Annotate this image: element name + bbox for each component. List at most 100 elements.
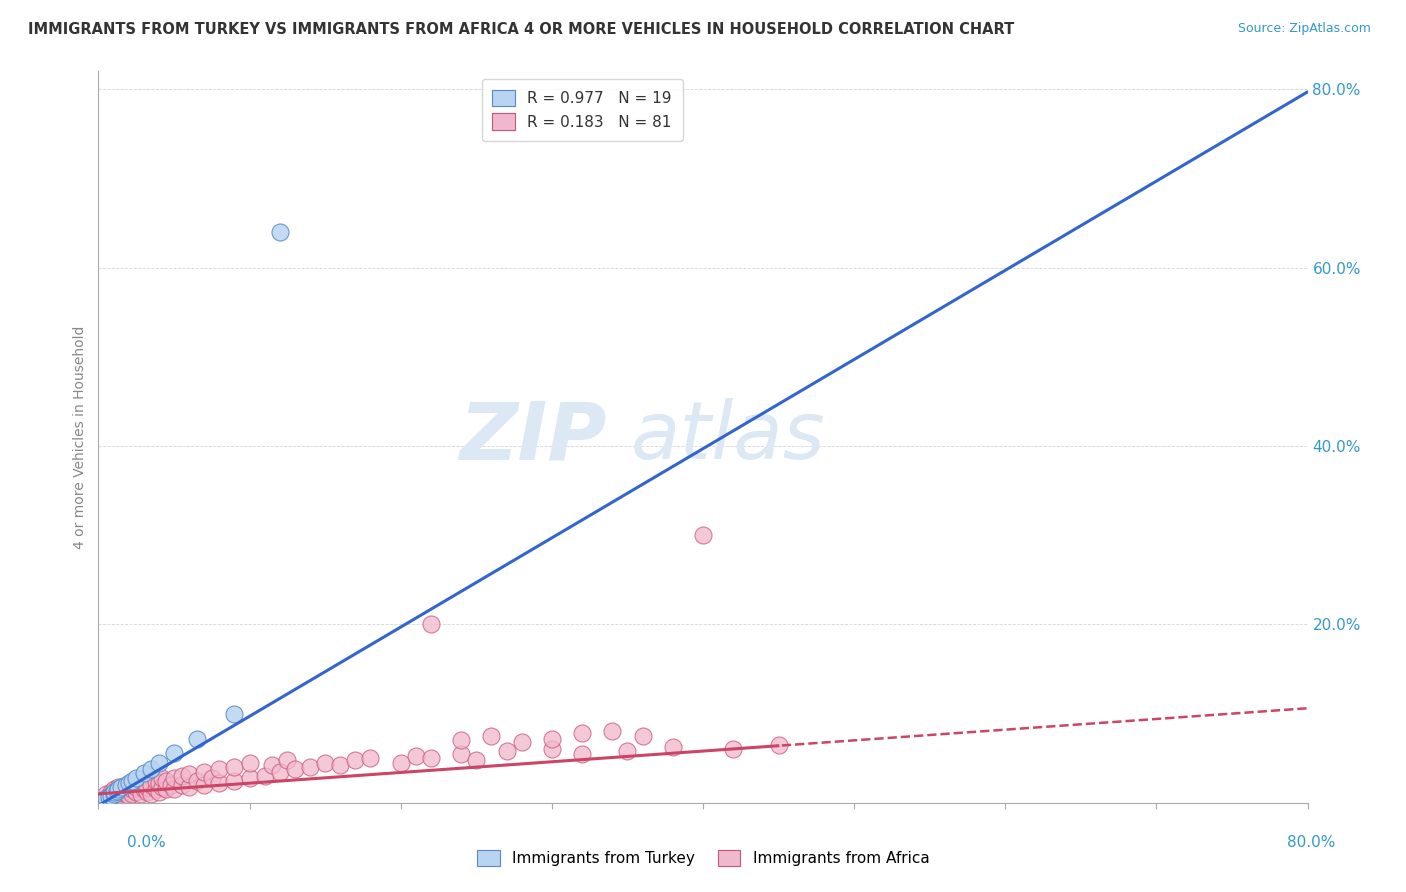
Point xyxy=(105,784,128,798)
Point xyxy=(224,760,246,774)
Point xyxy=(201,771,224,785)
Point xyxy=(103,782,125,797)
Point xyxy=(110,785,132,799)
Point xyxy=(150,780,173,794)
Point xyxy=(141,787,163,801)
Point xyxy=(208,776,231,790)
Point xyxy=(110,780,132,794)
Point xyxy=(389,756,412,770)
Point xyxy=(132,782,155,797)
Point xyxy=(114,787,136,801)
Point xyxy=(510,735,533,749)
Point xyxy=(145,782,167,797)
Point xyxy=(121,787,143,801)
Point xyxy=(314,756,336,770)
Point xyxy=(420,617,443,632)
Point xyxy=(105,787,128,801)
Point xyxy=(224,773,246,788)
Point xyxy=(150,771,173,785)
Point xyxy=(450,747,472,761)
Point xyxy=(170,769,193,783)
Point xyxy=(692,528,714,542)
Point xyxy=(495,744,517,758)
Point xyxy=(723,742,745,756)
Point xyxy=(284,762,307,776)
Point xyxy=(163,771,186,785)
Point xyxy=(148,785,170,799)
Point xyxy=(186,773,208,788)
Point xyxy=(193,764,215,779)
Point xyxy=(103,785,125,799)
Point xyxy=(661,740,683,755)
Point xyxy=(360,751,382,765)
Point xyxy=(100,789,122,803)
Point xyxy=(465,753,488,767)
Point xyxy=(141,778,163,792)
Point xyxy=(344,753,367,767)
Point xyxy=(155,782,177,797)
Point xyxy=(269,764,291,779)
Point xyxy=(540,742,562,756)
Point xyxy=(118,778,141,792)
Point xyxy=(107,782,129,797)
Point xyxy=(262,758,284,772)
Text: ZIP: ZIP xyxy=(458,398,606,476)
Point xyxy=(170,778,193,792)
Point xyxy=(98,789,121,804)
Point xyxy=(118,789,141,803)
Point xyxy=(155,773,177,788)
Point xyxy=(163,746,186,760)
Point xyxy=(571,747,593,761)
Point xyxy=(129,778,152,792)
Point xyxy=(145,773,167,788)
Point xyxy=(110,789,132,803)
Y-axis label: 4 or more Vehicles in Household: 4 or more Vehicles in Household xyxy=(73,326,87,549)
Point xyxy=(239,756,262,770)
Point xyxy=(253,769,276,783)
Point xyxy=(768,738,790,752)
Point xyxy=(224,706,246,721)
Point xyxy=(269,225,291,239)
Point xyxy=(631,729,654,743)
Point xyxy=(148,776,170,790)
Point xyxy=(98,789,121,803)
Point xyxy=(135,780,157,794)
Point xyxy=(208,762,231,776)
Point xyxy=(132,766,155,780)
Point xyxy=(571,726,593,740)
Point xyxy=(193,778,215,792)
Point xyxy=(135,785,157,799)
Point xyxy=(141,762,163,776)
Point xyxy=(602,724,624,739)
Point xyxy=(179,780,201,794)
Point xyxy=(299,760,322,774)
Point xyxy=(121,782,143,797)
Point xyxy=(100,785,122,799)
Point xyxy=(125,785,148,799)
Point xyxy=(103,789,125,804)
Text: IMMIGRANTS FROM TURKEY VS IMMIGRANTS FROM AFRICA 4 OR MORE VEHICLES IN HOUSEHOLD: IMMIGRANTS FROM TURKEY VS IMMIGRANTS FRO… xyxy=(28,22,1014,37)
Point xyxy=(186,731,208,746)
Point xyxy=(125,780,148,794)
Point xyxy=(114,782,136,797)
Text: 0.0%: 0.0% xyxy=(127,836,166,850)
Point xyxy=(616,744,638,758)
Point xyxy=(276,753,298,767)
Point xyxy=(239,771,262,785)
Point xyxy=(420,751,443,765)
Point xyxy=(107,780,129,794)
Point xyxy=(103,787,125,801)
Point xyxy=(148,756,170,770)
Point xyxy=(160,778,183,792)
Point xyxy=(329,758,352,772)
Point xyxy=(163,782,186,797)
Point xyxy=(94,787,117,801)
Point xyxy=(94,791,117,805)
Point xyxy=(125,771,148,785)
Point xyxy=(118,776,141,790)
Text: Source: ZipAtlas.com: Source: ZipAtlas.com xyxy=(1237,22,1371,36)
Point xyxy=(121,773,143,788)
Legend: R = 0.977   N = 19, R = 0.183   N = 81: R = 0.977 N = 19, R = 0.183 N = 81 xyxy=(482,79,682,141)
Point xyxy=(179,767,201,781)
Point xyxy=(405,749,427,764)
